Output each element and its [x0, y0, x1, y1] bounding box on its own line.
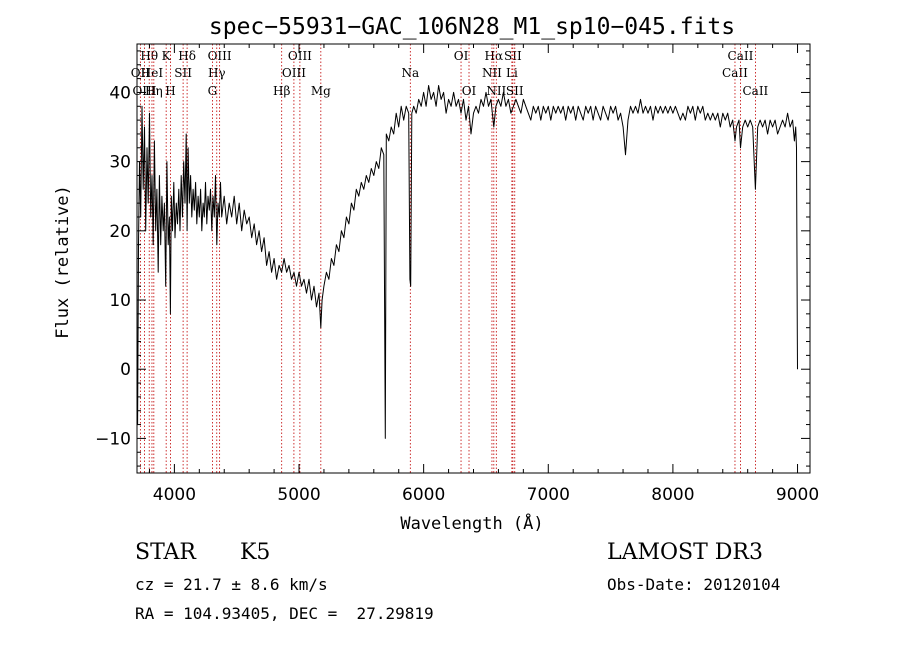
line-label-24: SII [506, 84, 524, 98]
line-label-18: OI [462, 84, 477, 98]
y-tick-label-20: 20 [109, 222, 131, 242]
line-label-3: HeI [141, 66, 164, 80]
line-label-2: OIII [132, 84, 156, 98]
line-label-16: Na [401, 66, 419, 80]
chart-title: spec−55931−GAC_106N28_M1_sp10−045.fits [209, 14, 735, 40]
line-label-21: NII [482, 66, 502, 80]
line-label-25: CaII [722, 66, 748, 80]
y-tick-label-30: 30 [109, 153, 131, 173]
line-label-5: K [162, 49, 172, 63]
line-label-19: Hα [485, 49, 504, 63]
line-label-23: NII [486, 84, 506, 98]
x-tick-label-7000: 7000 [527, 485, 570, 505]
object-class: STAR [135, 540, 196, 565]
y-tick-label-10: 10 [109, 291, 131, 311]
x-tick-label-8000: 8000 [651, 485, 694, 505]
line-label-10: Hγ [208, 66, 226, 80]
line-label-22: Li [506, 66, 518, 80]
ticks-layer: 4000 5000 6000 7000 8000 9000 −10 0 10 20 30 40 [95, 44, 819, 505]
coordinates: RA = 104.93405, DEC = 27.29819 [135, 604, 434, 623]
line-label-14: Hβ [273, 84, 290, 98]
line-label-11: G [208, 84, 218, 98]
observation-date: Obs-Date: 20120104 [607, 575, 781, 594]
line-label-9: OIII [208, 49, 232, 63]
y-tick-label-40: 40 [109, 83, 131, 103]
line-label-0: Hθ [140, 49, 158, 63]
series-line-flux [136, 85, 798, 439]
object-subclass: K5 [240, 540, 271, 565]
line-label-27: CaII [742, 84, 768, 98]
line-label-26: CaII [728, 49, 754, 63]
x-tick-label-5000: 5000 [277, 485, 320, 505]
line-label-15: Mg [311, 84, 331, 98]
line-label-6: H [165, 84, 175, 98]
line-label-17: OI [454, 49, 469, 63]
line-label-20: SII [504, 49, 522, 63]
line-label-8: Hδ [178, 49, 196, 63]
line-label-13: OIII [282, 66, 306, 80]
x-axis-label: Wavelength (Å) [400, 512, 543, 534]
line-label-12: OIII [288, 49, 312, 63]
x-tick-label-6000: 6000 [402, 485, 445, 505]
plot-frame [136, 43, 811, 474]
y-tick-label--10: −10 [95, 429, 131, 449]
line-label-7: SII [174, 66, 192, 80]
line-label-4: Hη [145, 84, 163, 98]
y-axis-label: Flux (relative) [53, 185, 73, 339]
series-layer [136, 85, 798, 439]
redshift-velocity: cz = 21.7 ± 8.6 km/s [135, 575, 328, 594]
x-tick-label-4000: 4000 [153, 485, 196, 505]
survey-name: LAMOST DR3 [607, 540, 763, 565]
y-tick-label-0: 0 [120, 360, 131, 380]
spectral-lines-layer: Hθ OII OIII HeI Hη K H SII Hδ OIII Hγ G OIII OIII Hβ Mg… [131, 44, 769, 473]
line-label-1: OII [131, 66, 151, 80]
x-tick-label-9000: 9000 [776, 485, 819, 505]
